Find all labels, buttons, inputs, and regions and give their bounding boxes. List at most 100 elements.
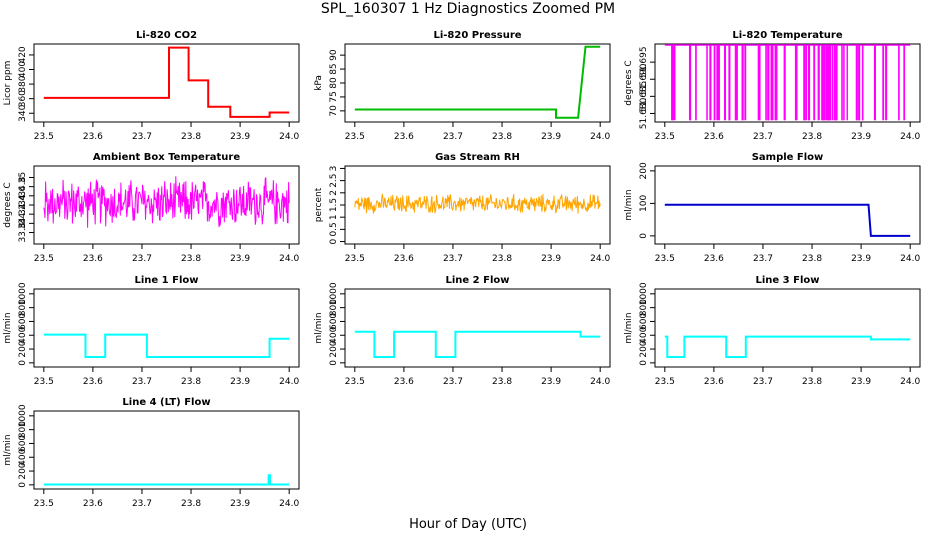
y-tick-label: 51.680 (639, 97, 649, 129)
x-tick-label: 24.0 (900, 254, 920, 264)
plot-frame (654, 43, 921, 123)
y-tick-label: 80 (329, 77, 339, 89)
x-tick-label: 23.7 (443, 377, 463, 387)
y-axis-label: ml/min (624, 189, 634, 220)
series-line (43, 333, 290, 358)
y-tick-label: 51.690 (639, 63, 649, 95)
x-tick-label: 24.0 (279, 377, 299, 387)
y-tick-label: 1000 (18, 282, 28, 305)
x-tick-label: 23.6 (83, 499, 103, 509)
series-line (354, 45, 601, 119)
panel-title: Line 2 Flow (446, 275, 510, 286)
y-tick-label: 85 (329, 63, 339, 74)
y-tick-label: 0 (639, 233, 649, 239)
x-tick-label: 24.0 (590, 254, 610, 264)
x-tick-label: 23.8 (181, 132, 201, 142)
x-tick-label: 23.7 (132, 377, 152, 387)
x-tick-label: 23.9 (851, 132, 871, 142)
x-tick-label: 23.9 (541, 377, 561, 387)
y-tick-label: 800 (329, 299, 339, 316)
panel-4: Ambient Box Temperature 23.5 23.6 23.7 23.8 2… (3, 152, 300, 264)
y-tick-label: 34.8 (18, 176, 28, 196)
y-tick-label: 90 (329, 49, 339, 61)
panel-8: Line 2 Flow 23.5 23.6 23.7 23.8 23.9 24.0 0 2004… (314, 275, 611, 387)
panel-title: Ambient Box Temperature (93, 152, 240, 163)
series-line (664, 203, 911, 237)
x-tick-label: 24.0 (900, 377, 920, 387)
x-tick-label: 23.8 (492, 377, 512, 387)
y-tick-label: 0 (329, 360, 339, 366)
x-tick-label: 23.6 (83, 254, 103, 264)
x-tick-label: 23.5 (655, 377, 675, 387)
x-tick-label: 23.6 (704, 132, 724, 142)
x-tick-label: 23.9 (851, 377, 871, 387)
panel-title: Li-820 Pressure (433, 30, 521, 41)
y-tick-label: 0 (18, 482, 28, 488)
series-line (354, 330, 601, 358)
panel-title: Line 1 Flow (135, 275, 199, 286)
x-tick-label: 24.0 (900, 132, 920, 142)
panel-title: Gas Stream RH (435, 152, 520, 163)
panel-3: Li-820 Temperature 23.5 23.6 23.7 23.8 23.9 24… (624, 30, 921, 142)
y-tick-label: 800 (639, 299, 649, 316)
x-tick-label: 23.9 (851, 254, 871, 264)
y-tick-label: 51.685 (639, 81, 649, 113)
y-tick-label: 420 (18, 46, 28, 63)
y-tick-label: 360 (18, 90, 28, 107)
x-tick-label: 23.7 (753, 132, 773, 142)
x-tick-label: 23.8 (181, 377, 201, 387)
y-tick-label: 2 (329, 190, 339, 196)
series-line (354, 193, 601, 214)
y-tick-label: 400 (639, 326, 649, 343)
x-tick-label: 23.6 (83, 377, 103, 387)
y-tick-label: 70 (329, 105, 339, 117)
y-tick-label: 600 (18, 435, 28, 452)
y-tick-label: 1 (329, 214, 339, 220)
x-tick-label: 23.5 (345, 377, 365, 387)
panel-9: Line 3 Flow 23.5 23.6 23.7 23.8 23.9 24.0 0 2004… (624, 275, 921, 387)
y-tick-label: 34 (18, 217, 28, 229)
x-tick-label: 24.0 (590, 132, 610, 142)
x-tick-label: 23.9 (230, 132, 250, 142)
x-tick-label: 23.6 (394, 132, 414, 142)
y-tick-label: 34.2 (18, 204, 28, 224)
x-tick-label: 23.7 (132, 254, 152, 264)
x-tick-label: 23.9 (541, 254, 561, 264)
x-tick-label: 23.5 (34, 377, 54, 387)
y-tick-label: 100 (639, 195, 649, 212)
y-tick-label: 400 (329, 326, 339, 343)
series-line (664, 335, 911, 358)
y-tick-label: 2.5 (329, 173, 339, 187)
plot-frame (654, 288, 921, 368)
y-tick-label: 0 (18, 360, 28, 366)
x-tick-label: 23.7 (443, 132, 463, 142)
panel-title: Sample Flow (752, 152, 824, 163)
series-line (43, 176, 290, 228)
y-tick-label: 1.5 (329, 198, 339, 212)
y-tick-label: 800 (18, 421, 28, 438)
x-tick-label: 23.8 (181, 254, 201, 264)
x-tick-label: 23.6 (704, 377, 724, 387)
x-axis-label: Hour of Day (UTC) (409, 517, 527, 532)
x-tick-label: 23.7 (132, 132, 152, 142)
x-tick-label: 24.0 (279, 254, 299, 264)
panel-2: Li-820 Pressure 23.5 23.6 23.7 23.8 23.9 24.0 7… (314, 30, 611, 142)
y-tick-label: 1000 (639, 282, 649, 305)
series-line (43, 46, 290, 118)
y-axis-label: Licor ppm (3, 61, 13, 106)
y-axis-label: degrees C (624, 60, 634, 105)
y-axis-label: ml/min (3, 312, 13, 343)
plot-frame (33, 288, 300, 368)
panel-title: Line 4 (LT) Flow (122, 397, 210, 408)
y-tick-label: 3 (329, 166, 339, 172)
x-tick-label: 23.8 (802, 132, 822, 142)
y-tick-label: 380 (18, 75, 28, 92)
x-tick-label: 23.6 (83, 132, 103, 142)
panel-6: Sample Flow 23.5 23.6 23.7 23.8 23.9 24.0 0 100 2… (624, 152, 921, 264)
y-tick-label: 1000 (18, 404, 28, 427)
x-tick-label: 23.5 (34, 499, 54, 509)
y-tick-label: 800 (18, 299, 28, 316)
panel-1: Li-820 CO2 23.5 23.6 23.7 23.8 23.9 24.0 340360… (3, 30, 300, 142)
